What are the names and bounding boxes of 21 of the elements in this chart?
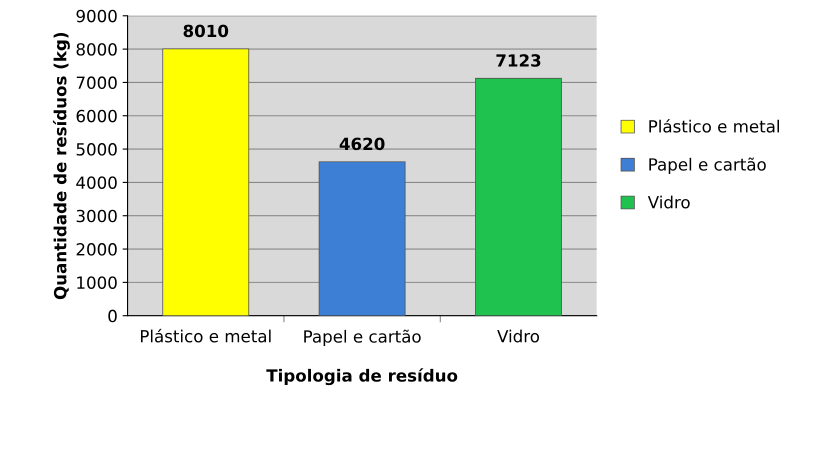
y-tick-label: 1000 — [77, 276, 117, 289]
y-axis-title: Quantidade de resíduos (kg) — [52, 32, 70, 300]
x-tick-label: Vidro — [497, 330, 540, 342]
y-tick-label: 8000 — [76, 43, 117, 56]
data-label: 4620 — [340, 138, 385, 150]
legend-label: Vidro — [648, 196, 690, 209]
y-tick-label: 7000 — [76, 76, 117, 89]
legend-label: Papel e cartão — [649, 158, 766, 174]
data-label: 8010 — [184, 24, 228, 38]
y-tick-label: 9000 — [76, 10, 117, 22]
y-tick-label: 2000 — [76, 243, 117, 256]
y-tick-label: 0 — [108, 310, 117, 322]
y-tick-label: 3000 — [76, 210, 117, 222]
x-axis-title: Tipologia de resíduo — [266, 368, 458, 386]
legend-label: Plástico e metal — [649, 119, 779, 133]
y-tick-label: 4000 — [76, 176, 117, 189]
y-tick-label: 5000 — [76, 143, 117, 156]
x-tick-label: Plástico e metal — [140, 328, 271, 342]
data-label: 7123 — [496, 54, 540, 67]
x-tick-label: Papel e cartão — [304, 330, 421, 346]
y-tick-label: 6000 — [76, 110, 117, 122]
